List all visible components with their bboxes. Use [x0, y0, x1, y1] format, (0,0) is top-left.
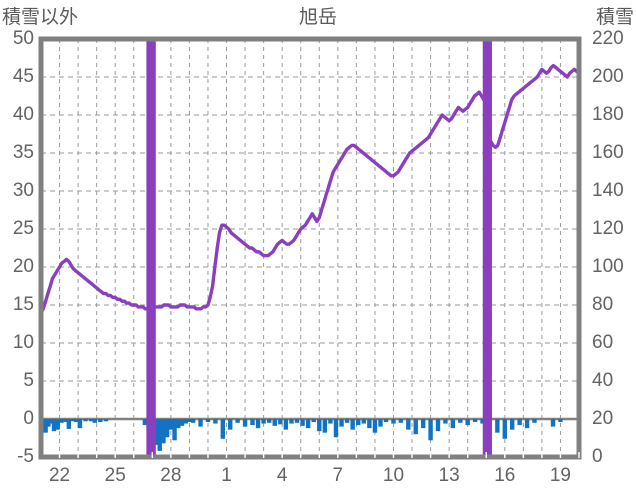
right-axis-tick-80: 80 — [592, 294, 614, 315]
right-axis-tick-200: 200 — [592, 66, 624, 87]
left-axis-unit-label: 積雪以外 — [2, 7, 79, 28]
x-axis-tick-1: 1 — [221, 465, 232, 486]
x-axis-tick-16: 16 — [494, 465, 516, 486]
right-axis-tick-220: 220 — [592, 28, 624, 49]
right-axis-tick-40: 40 — [592, 370, 614, 391]
chart-title: 旭岳 — [298, 7, 337, 28]
right-axis-tick-160: 160 — [592, 142, 624, 163]
right-axis-tick-20: 20 — [592, 408, 614, 429]
x-axis-tick-25: 25 — [104, 465, 126, 486]
left-axis-tick-10: 10 — [12, 332, 34, 353]
axis-frame — [38, 36, 582, 460]
left-axis-tick-45: 45 — [12, 66, 34, 87]
gridlines — [41, 39, 579, 457]
right-axis-tick-60: 60 — [592, 332, 614, 353]
left-axis-tick-30: 30 — [12, 180, 34, 201]
x-axis-tick-10: 10 — [382, 465, 405, 486]
right-axis-unit-label: 積雪 — [595, 7, 634, 28]
x-axis-tick-28: 28 — [160, 465, 182, 486]
left-axis-tick-5: 5 — [23, 370, 34, 391]
x-axis-tick-4: 4 — [276, 465, 288, 486]
left-axis-tick-50: 50 — [12, 28, 34, 49]
left-axis-tick-neg5: -5 — [17, 446, 34, 467]
left-axis-tick-20: 20 — [12, 256, 34, 277]
left-axis-tick-35: 35 — [12, 142, 34, 163]
right-axis-tick-0: 0 — [592, 446, 603, 467]
left-axis-tick-40: 40 — [12, 104, 34, 125]
snow-depth-line — [39, 41, 581, 457]
right-axis-tick-120: 120 — [592, 218, 624, 239]
x-axis-tick-22: 22 — [48, 465, 71, 486]
right-axis-tick-100: 100 — [592, 256, 624, 277]
left-axis-tick-25: 25 — [12, 218, 34, 239]
x-axis-tick-7: 7 — [332, 465, 344, 486]
x-axis-tick-19: 19 — [549, 465, 571, 486]
right-axis-tick-180: 180 — [592, 104, 624, 125]
right-axis-tick-140: 140 — [592, 180, 624, 201]
left-axis-tick-0: 0 — [23, 408, 34, 429]
left-axis-tick-15: 15 — [12, 294, 34, 315]
x-axis-tick-13: 13 — [438, 465, 460, 486]
